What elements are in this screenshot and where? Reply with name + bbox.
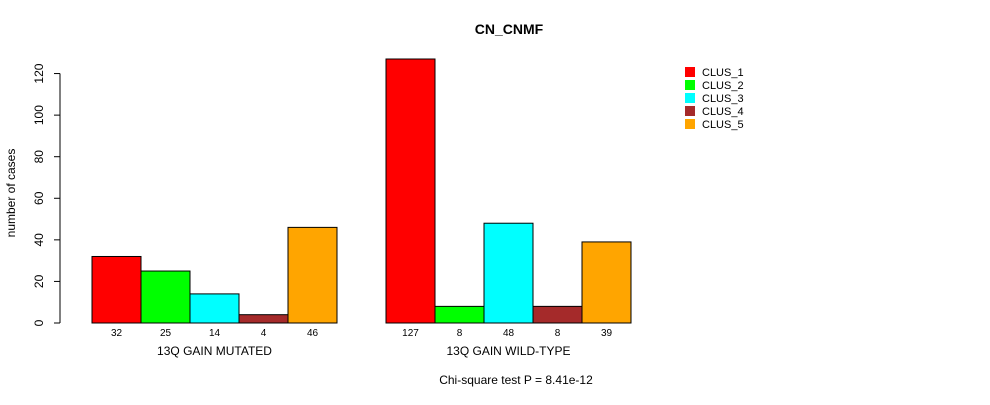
bar-value-label: 4 bbox=[261, 328, 267, 339]
bar-clus-2-1 bbox=[140, 270, 191, 324]
legend-entry-label: CLUS_2 bbox=[702, 80, 744, 92]
legend-entry-label: CLUS_1 bbox=[702, 67, 744, 79]
bar-clus-2-2 bbox=[434, 305, 485, 324]
y-axis: 0 20 40 60 80 100 120 bbox=[32, 63, 61, 326]
bar-value-label: 14 bbox=[209, 328, 221, 339]
bar-value-label: 39 bbox=[601, 328, 613, 339]
group-label-2: 13Q GAIN WILD-TYPE bbox=[446, 344, 570, 358]
bar-clus-4-2 bbox=[532, 305, 583, 324]
bar-clus-3-2 bbox=[483, 222, 534, 324]
legend-entry-label: CLUS_5 bbox=[702, 119, 744, 131]
bar-value-label: 48 bbox=[503, 328, 515, 339]
bar-clus-4-1 bbox=[238, 314, 289, 324]
group-labels: 13Q GAIN MUTATED 13Q GAIN WILD-TYPE bbox=[157, 344, 570, 358]
chi-square-annotation: Chi-square test P = 8.41e-12 bbox=[439, 373, 593, 387]
legend-swatch bbox=[685, 80, 695, 90]
y-tick-label: 40 bbox=[32, 233, 46, 247]
legend-swatch bbox=[685, 67, 695, 77]
legend-entry-label: CLUS_4 bbox=[702, 106, 744, 118]
y-tick-label: 60 bbox=[32, 191, 46, 205]
legend-swatch bbox=[685, 93, 695, 103]
y-tick-label: 0 bbox=[32, 319, 46, 326]
y-tick-label: 20 bbox=[32, 274, 46, 288]
bar-value-label: 46 bbox=[307, 328, 319, 339]
bar-clus-3-1 bbox=[189, 293, 240, 324]
legend-swatch bbox=[685, 106, 695, 116]
bar-value-label: 8 bbox=[457, 328, 463, 339]
bars bbox=[91, 58, 632, 324]
bar-value-labels: 32 25 14 4 46 127 8 48 8 39 bbox=[111, 328, 613, 339]
chart-title: CN_CNMF bbox=[475, 21, 544, 37]
bar-clus-1-2 bbox=[385, 58, 436, 324]
y-axis-label: number of cases bbox=[4, 149, 18, 238]
bar-value-label: 25 bbox=[160, 328, 172, 339]
bar-clus-1-1 bbox=[91, 255, 142, 324]
bar-clus-5-1 bbox=[287, 226, 338, 324]
bar-clus-5-2 bbox=[581, 241, 632, 324]
group-label-1: 13Q GAIN MUTATED bbox=[157, 344, 272, 358]
y-tick-label: 100 bbox=[32, 105, 46, 125]
bar-value-label: 8 bbox=[555, 328, 561, 339]
y-tick-label: 80 bbox=[32, 150, 46, 164]
bar-value-label: 127 bbox=[402, 328, 419, 339]
legend-swatch bbox=[685, 119, 695, 129]
legend-entry-label: CLUS_3 bbox=[702, 93, 744, 105]
bar-value-label: 32 bbox=[111, 328, 123, 339]
y-tick-label: 120 bbox=[32, 63, 46, 83]
